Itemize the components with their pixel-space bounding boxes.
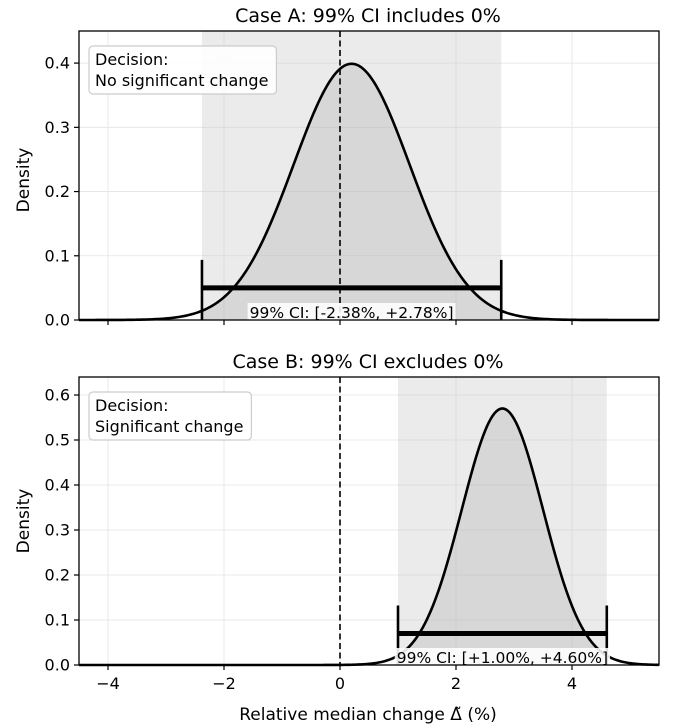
y-axis-label: Density — [14, 148, 34, 213]
x-tick-label: 0 — [335, 674, 345, 693]
x-tick-label: −4 — [96, 674, 120, 693]
y-axis-label: Density — [14, 489, 34, 554]
decision-text: Significant change — [95, 417, 243, 436]
y-tick-label: 0.2 — [45, 566, 70, 585]
ci-label-background — [394, 648, 611, 668]
y-tick-label: 0.0 — [45, 311, 70, 330]
plot-frame — [78, 376, 660, 666]
ci-label: 99% CI: [-2.38%, +2.78%] — [250, 304, 454, 322]
y-tick-label: 0.0 — [45, 656, 70, 675]
y-tick-label: 0.4 — [45, 54, 70, 73]
ci-label-background — [247, 303, 456, 323]
y-tick-label: 0.1 — [45, 246, 70, 265]
ci-density-fill — [398, 408, 607, 665]
decision-box — [88, 391, 253, 441]
x-tick-label: 4 — [567, 674, 577, 693]
y-tick-label: 0.3 — [45, 118, 70, 137]
chart-title: Case B: 99% CI excludes 0% — [232, 351, 503, 373]
decision-title: Decision: — [95, 396, 169, 415]
y-tick-label: 0.5 — [45, 431, 70, 450]
ci-shaded-region — [398, 377, 607, 665]
ci-label: 99% CI: [+1.00%, +4.60%] — [397, 649, 608, 667]
chart-title: Case A: 99% CI includes 0% — [235, 5, 501, 27]
y-tick-label: 0.6 — [45, 386, 70, 405]
panel-case-b: Case B: 99% CI excludes 0% Density 99% C… — [14, 351, 660, 693]
x-tick-label: 2 — [451, 674, 461, 693]
decision-box — [88, 45, 278, 95]
ci-density-fill — [201, 63, 502, 320]
decision-text: No significant change — [95, 71, 268, 90]
x-axis-label: Relative median change Δ̃ (%) — [239, 705, 497, 725]
y-tick-label: 0.2 — [45, 182, 70, 201]
y-tick-label: 0.1 — [45, 611, 70, 630]
panel-case-a: Case A: 99% CI includes 0% Density 99% C… — [14, 5, 660, 330]
plot-frame — [78, 30, 660, 321]
y-tick-label: 0.4 — [45, 476, 70, 495]
x-tick-label: −2 — [212, 674, 236, 693]
decision-title: Decision: — [95, 50, 169, 69]
y-tick-label: 0.3 — [45, 521, 70, 540]
